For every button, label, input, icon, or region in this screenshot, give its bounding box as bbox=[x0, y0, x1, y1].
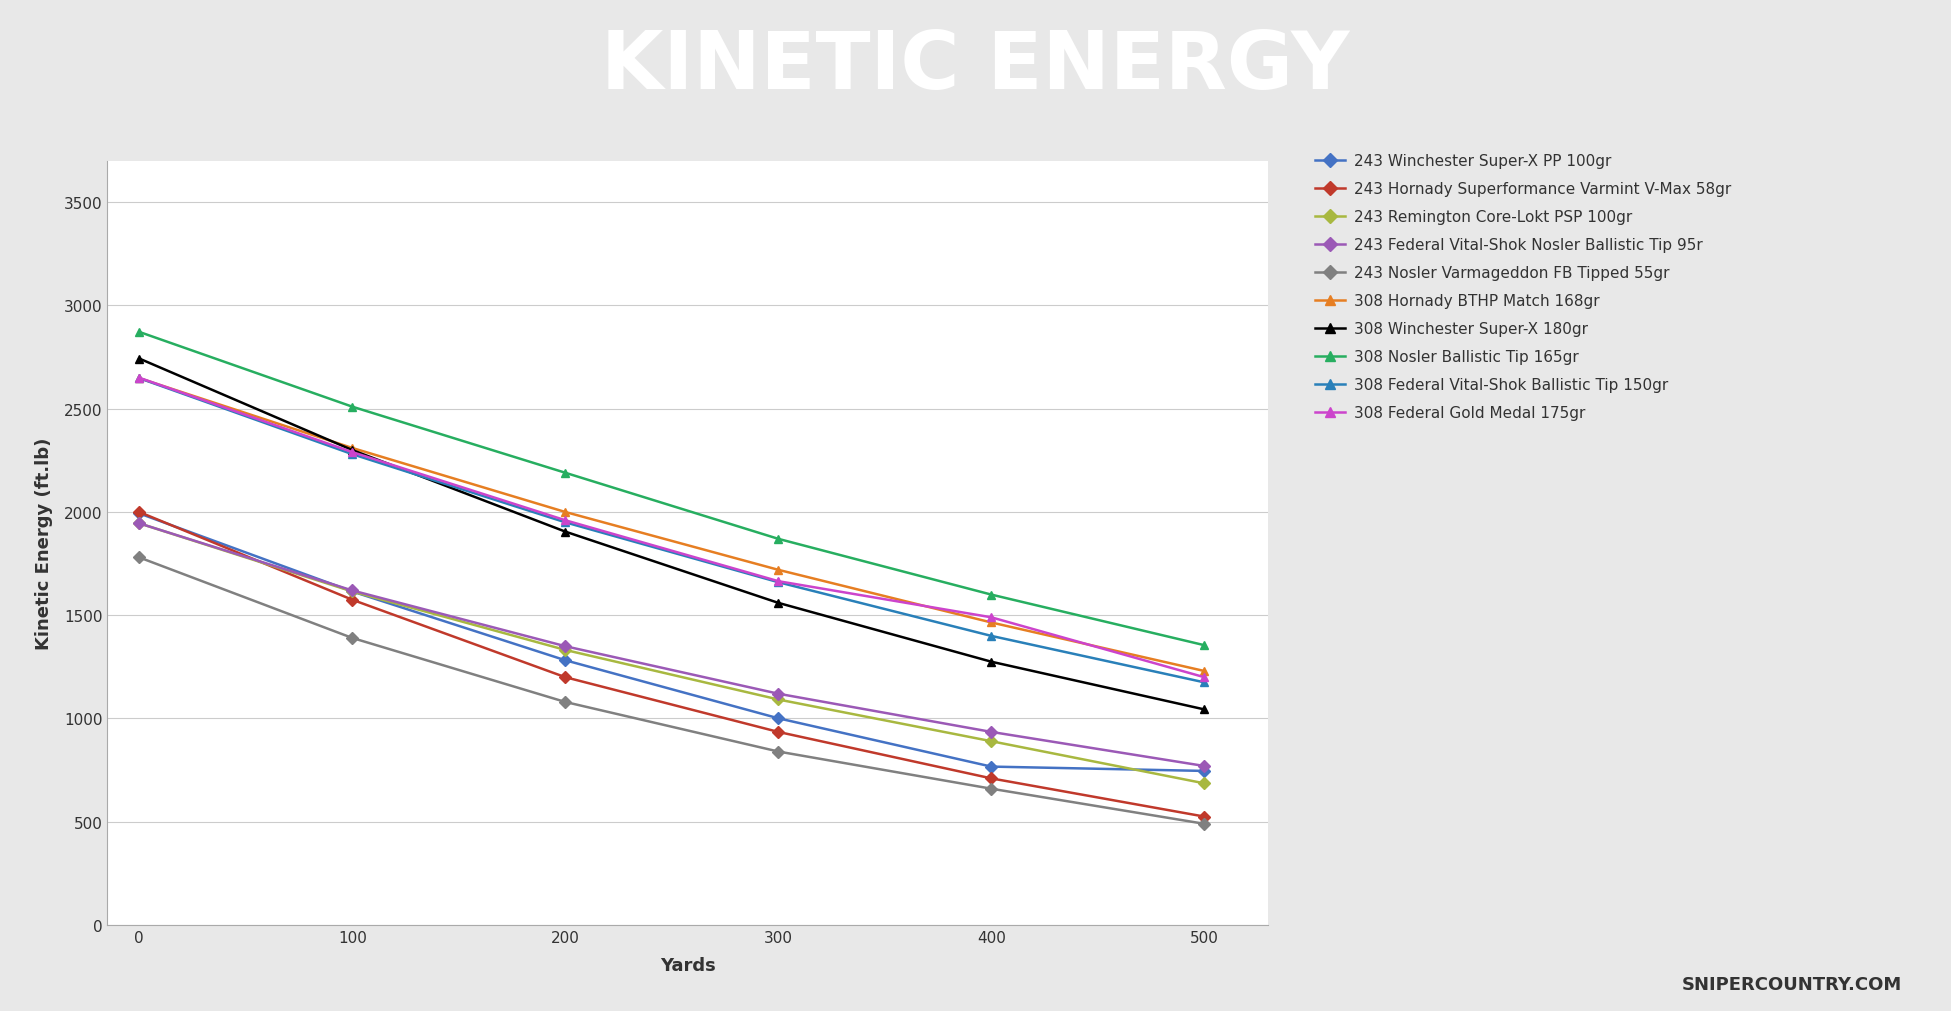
243 Remington Core-Lokt PSP 100gr bbox=[554, 644, 577, 656]
308 Nosler Ballistic Tip 165gr bbox=[127, 327, 150, 339]
Line: 308 Federal Gold Medal 175gr: 308 Federal Gold Medal 175gr bbox=[135, 374, 1208, 681]
308 Federal Vital-Shok Ballistic Tip 150gr bbox=[554, 517, 577, 529]
243 Nosler Varmageddon FB Tipped 55gr bbox=[127, 552, 150, 564]
243 Winchester Super-X PP 100gr bbox=[979, 760, 1003, 772]
308 Federal Gold Medal 175gr bbox=[1192, 671, 1215, 683]
308 Nosler Ballistic Tip 165gr bbox=[554, 467, 577, 479]
243 Hornady Superformance Varmint V-Max 58gr bbox=[127, 507, 150, 519]
Line: 243 Remington Core-Lokt PSP 100gr: 243 Remington Core-Lokt PSP 100gr bbox=[135, 520, 1208, 788]
308 Hornady BTHP Match 168gr bbox=[979, 617, 1003, 629]
243 Winchester Super-X PP 100gr bbox=[767, 713, 790, 725]
308 Federal Gold Medal 175gr bbox=[554, 515, 577, 527]
243 Winchester Super-X PP 100gr bbox=[341, 585, 365, 598]
Line: 308 Nosler Ballistic Tip 165gr: 308 Nosler Ballistic Tip 165gr bbox=[135, 329, 1208, 650]
308 Hornady BTHP Match 168gr bbox=[127, 373, 150, 385]
Line: 243 Winchester Super-X PP 100gr: 243 Winchester Super-X PP 100gr bbox=[135, 510, 1208, 775]
Line: 243 Nosler Varmageddon FB Tipped 55gr: 243 Nosler Varmageddon FB Tipped 55gr bbox=[135, 554, 1208, 828]
X-axis label: Yards: Yards bbox=[659, 956, 716, 974]
308 Federal Gold Medal 175gr bbox=[979, 612, 1003, 624]
308 Hornady BTHP Match 168gr bbox=[1192, 665, 1215, 677]
Line: 308 Hornady BTHP Match 168gr: 308 Hornady BTHP Match 168gr bbox=[135, 375, 1208, 675]
308 Federal Gold Medal 175gr bbox=[341, 447, 365, 459]
308 Federal Vital-Shok Ballistic Tip 150gr bbox=[127, 373, 150, 385]
308 Nosler Ballistic Tip 165gr bbox=[979, 589, 1003, 602]
Line: 243 Hornady Superformance Varmint V-Max 58gr: 243 Hornady Superformance Varmint V-Max … bbox=[135, 509, 1208, 821]
Y-axis label: Kinetic Energy (ft.lb): Kinetic Energy (ft.lb) bbox=[35, 438, 53, 649]
243 Winchester Super-X PP 100gr bbox=[127, 508, 150, 520]
243 Nosler Varmageddon FB Tipped 55gr bbox=[1192, 818, 1215, 830]
308 Winchester Super-X 180gr bbox=[1192, 704, 1215, 716]
243 Hornady Superformance Varmint V-Max 58gr bbox=[767, 726, 790, 738]
243 Remington Core-Lokt PSP 100gr bbox=[1192, 777, 1215, 790]
308 Hornady BTHP Match 168gr bbox=[341, 443, 365, 455]
Line: 308 Federal Vital-Shok Ballistic Tip 150gr: 308 Federal Vital-Shok Ballistic Tip 150… bbox=[135, 375, 1208, 686]
243 Federal Vital-Shok Nosler Ballistic Tip 95r bbox=[767, 687, 790, 700]
243 Remington Core-Lokt PSP 100gr bbox=[127, 518, 150, 530]
308 Winchester Super-X 180gr bbox=[127, 353, 150, 365]
308 Winchester Super-X 180gr bbox=[341, 445, 365, 457]
243 Nosler Varmageddon FB Tipped 55gr bbox=[979, 783, 1003, 795]
308 Federal Gold Medal 175gr bbox=[767, 575, 790, 587]
Text: KINETIC ENERGY: KINETIC ENERGY bbox=[601, 28, 1350, 106]
308 Federal Vital-Shok Ballistic Tip 150gr bbox=[341, 449, 365, 461]
308 Nosler Ballistic Tip 165gr bbox=[1192, 640, 1215, 652]
243 Nosler Varmageddon FB Tipped 55gr bbox=[554, 697, 577, 709]
243 Nosler Varmageddon FB Tipped 55gr bbox=[341, 632, 365, 644]
243 Hornady Superformance Varmint V-Max 58gr bbox=[1192, 811, 1215, 823]
308 Federal Vital-Shok Ballistic Tip 150gr bbox=[767, 576, 790, 588]
243 Nosler Varmageddon FB Tipped 55gr bbox=[767, 746, 790, 758]
308 Federal Vital-Shok Ballistic Tip 150gr bbox=[1192, 676, 1215, 688]
308 Nosler Ballistic Tip 165gr bbox=[341, 401, 365, 413]
308 Hornady BTHP Match 168gr bbox=[554, 507, 577, 519]
308 Winchester Super-X 180gr bbox=[979, 656, 1003, 668]
243 Federal Vital-Shok Nosler Ballistic Tip 95r bbox=[979, 726, 1003, 738]
243 Winchester Super-X PP 100gr bbox=[1192, 765, 1215, 777]
308 Winchester Super-X 180gr bbox=[767, 598, 790, 610]
308 Federal Vital-Shok Ballistic Tip 150gr bbox=[979, 630, 1003, 642]
243 Federal Vital-Shok Nosler Ballistic Tip 95r bbox=[127, 518, 150, 530]
Legend: 243 Winchester Super-X PP 100gr, 243 Hornady Superformance Varmint V-Max 58gr, 2: 243 Winchester Super-X PP 100gr, 243 Hor… bbox=[1315, 154, 1732, 421]
Line: 243 Federal Vital-Shok Nosler Ballistic Tip 95r: 243 Federal Vital-Shok Nosler Ballistic … bbox=[135, 520, 1208, 770]
243 Remington Core-Lokt PSP 100gr bbox=[341, 585, 365, 598]
243 Federal Vital-Shok Nosler Ballistic Tip 95r bbox=[341, 584, 365, 596]
243 Federal Vital-Shok Nosler Ballistic Tip 95r bbox=[554, 641, 577, 653]
308 Federal Gold Medal 175gr bbox=[127, 372, 150, 384]
243 Remington Core-Lokt PSP 100gr bbox=[979, 735, 1003, 747]
243 Federal Vital-Shok Nosler Ballistic Tip 95r bbox=[1192, 760, 1215, 772]
243 Hornady Superformance Varmint V-Max 58gr bbox=[341, 594, 365, 607]
243 Hornady Superformance Varmint V-Max 58gr bbox=[979, 772, 1003, 785]
243 Remington Core-Lokt PSP 100gr bbox=[767, 694, 790, 706]
Line: 308 Winchester Super-X 180gr: 308 Winchester Super-X 180gr bbox=[135, 355, 1208, 714]
308 Nosler Ballistic Tip 165gr bbox=[767, 533, 790, 545]
Text: SNIPERCOUNTRY.COM: SNIPERCOUNTRY.COM bbox=[1682, 975, 1902, 993]
243 Winchester Super-X PP 100gr bbox=[554, 654, 577, 666]
243 Hornady Superformance Varmint V-Max 58gr bbox=[554, 671, 577, 683]
308 Winchester Super-X 180gr bbox=[554, 526, 577, 538]
308 Hornady BTHP Match 168gr bbox=[767, 564, 790, 576]
